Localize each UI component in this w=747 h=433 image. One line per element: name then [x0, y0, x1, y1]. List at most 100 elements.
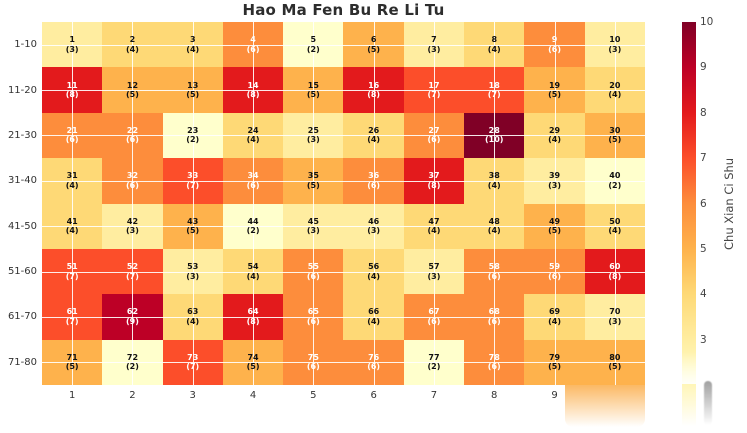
heatmap-cell: 6 (5) [343, 22, 405, 68]
colorbar-tick-label: 8 [700, 106, 707, 119]
x-tick-label: 1 [68, 390, 76, 401]
heatmap-cell: 57 (3) [403, 248, 465, 295]
cell-number: 73 [187, 352, 199, 362]
heatmap-cell: 19 (5) [524, 67, 585, 114]
cell-count: (7) [65, 316, 79, 326]
cell-count: (5) [306, 90, 320, 100]
heatmap-cell: 70 (3) [584, 294, 646, 341]
cell-number: 12 [126, 80, 139, 90]
y-tick-label: 1-10 [14, 39, 37, 51]
cell-count: (6) [126, 135, 139, 145]
cell-count: (6) [427, 135, 441, 145]
cell-number: 25 [307, 125, 319, 135]
heatmap-grid: 1 (3) 2 (4) 3 (4) 4 (6) 5 (2) 6 (5) 7 (3) 8 (4) 9 (6) 10 (3… [42, 22, 646, 386]
cell-count: (6) [246, 44, 260, 54]
x-tick-label: 3 [189, 390, 196, 401]
cell-number: 64 [247, 307, 259, 317]
cell-count: (6) [427, 316, 441, 326]
cell-count: (5) [186, 226, 200, 236]
heatmap-cell: 54 (4) [222, 248, 284, 295]
cell-count: (3) [65, 44, 79, 54]
heatmap-cell: 8 (4) [464, 22, 525, 68]
heatmap-cell: 1 (3) [42, 22, 103, 68]
cell-count: (2) [608, 180, 622, 190]
cell-number: 5 [310, 35, 317, 45]
heatmap-cell: 75 (6) [283, 339, 344, 386]
heatmap-cell: 67 (6) [403, 294, 465, 341]
heatmap-cell: 12 (5) [102, 67, 163, 114]
x-tick-label: 8 [491, 390, 498, 401]
cell-number: 47 [428, 216, 440, 226]
cell-count: (5) [246, 362, 260, 372]
heatmap-cell: 50 (4) [584, 203, 646, 250]
cell-number: 34 [247, 171, 259, 181]
heatmap-cell: 11 (8) [42, 67, 103, 114]
x-tick-label: 6 [370, 390, 377, 401]
cell-count: (4) [246, 271, 260, 281]
cell-number: 60 [609, 262, 621, 272]
heatmap-cell: 51 (7) [42, 248, 103, 295]
cell-count: (6) [367, 180, 381, 190]
cell-count: (7) [186, 362, 200, 372]
heatmap-cell: 64 (8) [222, 294, 284, 341]
cell-count: (3) [548, 180, 561, 190]
cell-number: 37 [428, 171, 440, 181]
colorbar-axis-label: Chu Xian Ci Shu [722, 157, 736, 250]
cell-count: (3) [427, 44, 441, 54]
cell-number: 57 [428, 262, 440, 272]
cell-count: (4) [487, 44, 501, 54]
cell-count: (6) [548, 44, 561, 54]
cell-number: 78 [488, 352, 500, 362]
cell-number: 80 [609, 352, 621, 362]
cell-number: 72 [126, 352, 139, 362]
cell-count: (2) [126, 362, 139, 372]
heatmap-cell: 72 (2) [102, 339, 163, 386]
cell-number: 23 [187, 125, 199, 135]
cell-number: 21 [66, 125, 78, 135]
cell-count: (7) [487, 90, 501, 100]
heatmap-cell: 58 (6) [464, 248, 525, 295]
cell-number: 16 [368, 80, 380, 90]
smudge-artifact-column [565, 385, 645, 427]
cell-number: 66 [368, 307, 380, 317]
cell-number: 14 [247, 80, 259, 90]
smudge-artifact-capsule [704, 381, 712, 425]
cell-number: 75 [307, 352, 319, 362]
x-tick-label: 7 [430, 390, 438, 401]
cell-count: (8) [608, 271, 622, 281]
heatmap-cell: 63 (4) [162, 294, 224, 341]
y-tick-label: 61-70 [7, 311, 37, 323]
cell-number: 28 [488, 125, 500, 135]
cell-number: 43 [187, 216, 199, 226]
cell-count: (5) [548, 90, 561, 100]
heatmap-cell: 68 (6) [464, 294, 525, 341]
cell-number: 27 [428, 125, 440, 135]
cell-count: (9) [126, 316, 139, 326]
heatmap-cell: 79 (5) [524, 339, 585, 386]
colorbar-tick-label: 9 [700, 61, 707, 74]
cell-number: 29 [548, 125, 561, 135]
cell-number: 61 [66, 307, 78, 317]
x-tick-label: 4 [249, 390, 257, 401]
cell-number: 15 [307, 80, 319, 90]
colorbar-tick-labels: 10 9 8 7 6 5 4 3 [700, 16, 730, 385]
cell-count: (5) [548, 226, 561, 236]
smudge-artifact-colorbar-fade [680, 352, 698, 385]
cell-count: (5) [608, 362, 622, 372]
cell-count: (4) [367, 316, 381, 326]
heatmap-cell: 69 (4) [524, 294, 585, 341]
y-tick-label: 21-30 [7, 129, 37, 141]
cell-number: 20 [609, 80, 621, 90]
y-tick-label: 11-20 [7, 84, 37, 96]
cell-count: (3) [608, 44, 622, 54]
cell-count: (4) [487, 226, 501, 236]
heatmap-cell: 2 (4) [102, 22, 163, 68]
cell-number: 56 [368, 262, 380, 272]
cell-number: 71 [66, 352, 78, 362]
heatmap-cell: 78 (6) [464, 339, 525, 386]
heatmap-cell: 76 (6) [343, 339, 405, 386]
heatmap-cell: 52 (7) [102, 248, 163, 295]
heatmap-cell: 10 (3) [584, 22, 646, 68]
cell-number: 8 [491, 35, 498, 45]
cell-count: (5) [126, 90, 139, 100]
